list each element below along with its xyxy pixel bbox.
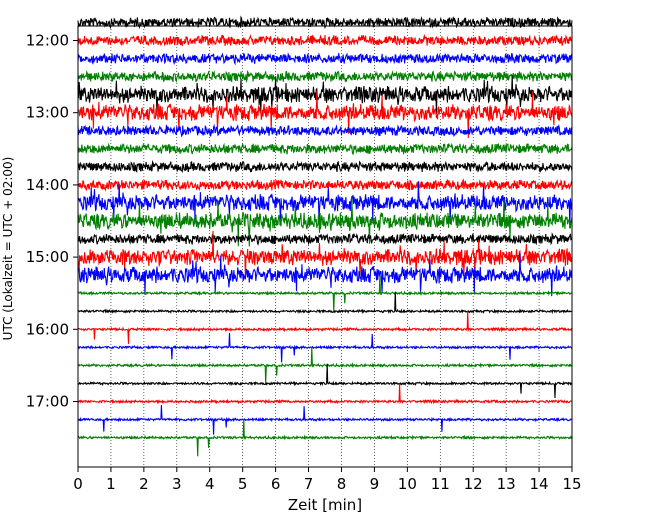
trace-row <box>77 230 573 280</box>
y-tick-label: 14:00 <box>26 176 69 194</box>
x-tick-label: 1 <box>106 475 116 493</box>
trace-row <box>77 142 573 156</box>
trace-row <box>77 419 573 457</box>
y-tick-label: 17:00 <box>26 393 69 411</box>
y-tick-label: 12:00 <box>26 32 69 50</box>
trace-row <box>77 232 573 246</box>
x-axis-label: Zeit [min] <box>288 496 362 514</box>
x-tick-label: 10 <box>398 475 417 493</box>
trace-row <box>77 90 573 139</box>
x-axis-ticks: 0 1 2 3 4 5 6 7 8 9 10 11 12 13 14 15 <box>73 467 582 493</box>
trace-row <box>77 181 573 229</box>
y-tick-label: 13:00 <box>26 104 69 122</box>
x-tick-label: 14 <box>530 475 549 493</box>
trace-row <box>77 363 573 399</box>
trace-row <box>77 52 573 66</box>
x-tick-label: 11 <box>431 475 450 493</box>
x-tick-label: 12 <box>464 475 483 493</box>
seismic-traces <box>77 15 573 457</box>
trace-row <box>77 178 573 192</box>
trace-row <box>77 274 573 312</box>
trace-row <box>77 197 573 247</box>
x-tick-label: 5 <box>238 475 248 493</box>
x-tick-label: 6 <box>271 475 281 493</box>
x-tick-label: 8 <box>337 475 347 493</box>
y-tick-label: 16:00 <box>26 320 69 338</box>
x-tick-label: 9 <box>370 475 380 493</box>
x-tick-label: 4 <box>205 475 215 493</box>
trace-row <box>77 291 573 315</box>
trace-row <box>77 75 573 115</box>
x-tick-label: 3 <box>172 475 182 493</box>
x-tick-label: 15 <box>562 475 581 493</box>
trace-row <box>77 33 573 47</box>
y-tick-label: 15:00 <box>26 248 69 266</box>
x-tick-label: 2 <box>139 475 149 493</box>
trace-row <box>77 405 573 435</box>
x-tick-label: 0 <box>73 475 83 493</box>
trace-row <box>77 347 573 385</box>
trace-row <box>77 311 573 344</box>
x-tick-label: 13 <box>497 475 516 493</box>
x-tick-label: 7 <box>304 475 314 493</box>
trace-row <box>77 253 573 297</box>
trace-row <box>77 383 573 405</box>
trace-row <box>77 123 573 138</box>
y-axis-ticks: 12:00 13:00 14:00 15:00 16:00 17:00 <box>26 32 78 411</box>
trace-row <box>77 15 573 30</box>
y-axis-label: UTC (Lokalzeit = UTC + 02:00) <box>1 157 15 341</box>
trace-row <box>77 332 573 363</box>
trace-row <box>77 159 573 174</box>
trace-row <box>77 69 573 84</box>
plot-frame <box>77 25 573 468</box>
